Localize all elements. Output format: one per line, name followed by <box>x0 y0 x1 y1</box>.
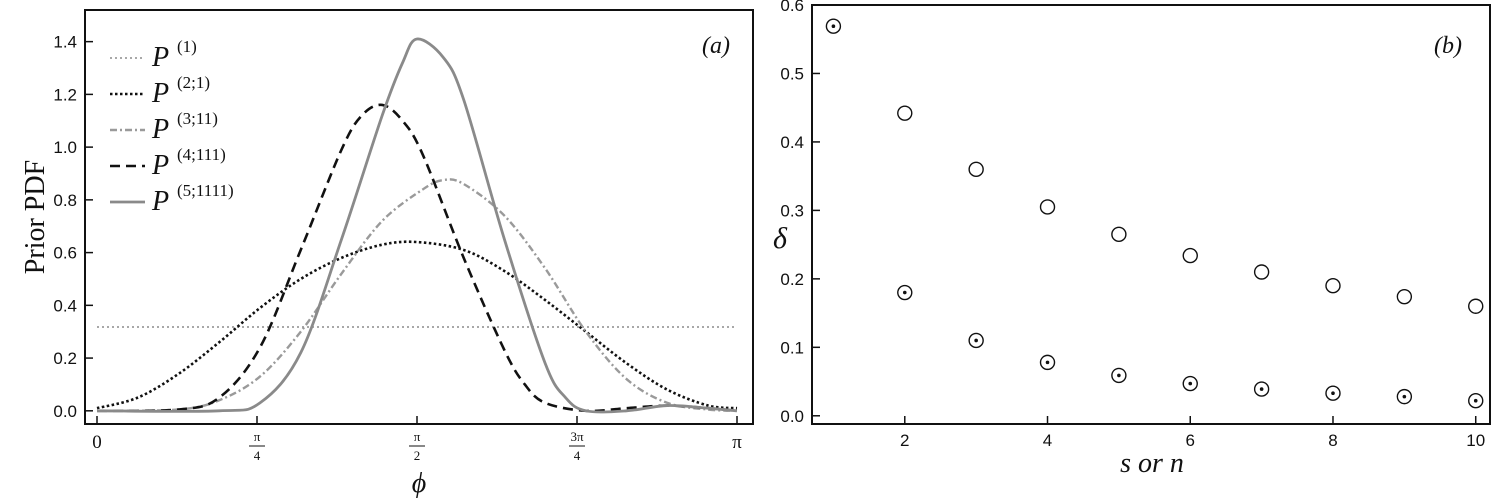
x-tick-label: 6 <box>1186 431 1195 450</box>
panel-a-lines <box>96 37 738 414</box>
legend-label: P <box>151 186 169 217</box>
y-tick-label: 0.2 <box>780 270 804 289</box>
open-circle-point <box>1325 278 1341 294</box>
y-tick-label: 0.8 <box>53 191 77 210</box>
open-circle-point <box>897 105 913 121</box>
x-tick-label: 8 <box>1328 431 1337 450</box>
y-tick-label: 0.6 <box>780 0 804 15</box>
point-center-dot <box>974 338 978 343</box>
panel-a-legend: P (1) P (2;1) P (3;11) P (4;111) P (5;1111) <box>110 37 234 217</box>
point-center-dot <box>1473 398 1478 403</box>
point-center-dot <box>1402 394 1407 399</box>
point-center-dot <box>1188 381 1193 386</box>
point-center-dot <box>1331 391 1335 395</box>
panel-b-frame <box>811 4 1491 425</box>
y-tick-label: 0.1 <box>780 338 804 357</box>
panel-a-xlabel: ϕ <box>412 468 427 499</box>
panel-b: 0.0 0.1 0.2 0.3 0.4 0.5 0.6 2 4 6 8 10 (b) δ s or n <box>773 0 1491 479</box>
panel-a-frame <box>84 9 754 425</box>
x-tick-label-denominator: 4 <box>254 448 261 463</box>
x-tick-label-numerator: π <box>414 429 421 444</box>
open-circle-point <box>968 161 984 178</box>
y-tick-label: 0.4 <box>780 133 804 152</box>
y-tick-label: 0.0 <box>780 407 804 426</box>
panel-a: 0.0 0.2 0.4 0.6 0.8 1.0 1.2 1.4 0 π 4 π 2 3π 4 π P (1) P (… <box>20 9 754 499</box>
y-tick-label: 0.5 <box>780 64 804 83</box>
open-circle-point <box>1468 298 1484 314</box>
panel-a-label: (a) <box>702 33 730 59</box>
open-circle-point <box>1111 226 1127 243</box>
series-line-2 <box>96 240 738 410</box>
legend-label-sup: (2;1) <box>177 73 210 92</box>
x-tick-label-numerator: π <box>254 429 261 444</box>
panel-b-xlabel: s or n <box>1120 448 1184 479</box>
y-tick-label: 0.3 <box>780 201 804 220</box>
legend-label: P <box>151 42 169 73</box>
x-tick-label-denominator: 4 <box>574 448 581 463</box>
point-center-dot <box>1259 387 1264 391</box>
legend-label-sup: (1) <box>177 37 197 56</box>
y-tick-label: 1.2 <box>53 85 77 104</box>
x-tick-label-numerator: 3π <box>570 429 584 444</box>
x-tick-label: 0 <box>92 432 102 453</box>
point-center-dot <box>831 24 836 29</box>
series-line-5 <box>96 37 738 414</box>
panel-a-ylabel: Prior PDF <box>20 160 51 274</box>
panel-a-ticks: 0.0 0.2 0.4 0.6 0.8 1.0 1.2 1.4 0 π 4 π 2 3π 4 π <box>53 33 742 463</box>
panel-b-points <box>825 18 1484 409</box>
panel-b-ylabel: δ <box>773 222 788 255</box>
x-tick-label: 10 <box>1466 431 1485 450</box>
open-circle-point <box>1253 264 1270 280</box>
y-tick-label: 0.0 <box>53 402 77 421</box>
panel-b-label: (b) <box>1434 33 1462 59</box>
legend-label-sup: (5;1111) <box>177 181 234 200</box>
point-center-dot <box>1045 360 1050 365</box>
y-tick-label: 0.4 <box>53 296 77 315</box>
legend-label: P <box>151 114 169 145</box>
legend-label: P <box>151 78 169 109</box>
series-line-3 <box>96 178 738 413</box>
open-circle-point <box>1182 247 1198 264</box>
legend-label-sup: (4;111) <box>177 145 226 164</box>
point-center-dot <box>1117 373 1121 378</box>
x-tick-label: 4 <box>1043 431 1052 450</box>
panel-b-ticks: 0.0 0.1 0.2 0.3 0.4 0.5 0.6 2 4 6 8 10 <box>780 0 1485 450</box>
y-tick-label: 0.2 <box>53 349 77 368</box>
y-tick-label: 1.0 <box>53 138 77 157</box>
x-tick-label: π <box>732 432 742 453</box>
x-tick-label: 2 <box>900 431 909 450</box>
x-tick-label-denominator: 2 <box>414 448 421 463</box>
point-center-dot <box>902 290 907 295</box>
open-circle-point <box>1039 199 1056 215</box>
legend-label: P <box>151 150 169 181</box>
series-line-4 <box>96 103 738 413</box>
legend-label-sup: (3;11) <box>177 109 218 128</box>
y-tick-label: 0.6 <box>53 244 77 263</box>
y-tick-label: 1.4 <box>53 33 77 52</box>
open-circle-point <box>1396 288 1413 305</box>
